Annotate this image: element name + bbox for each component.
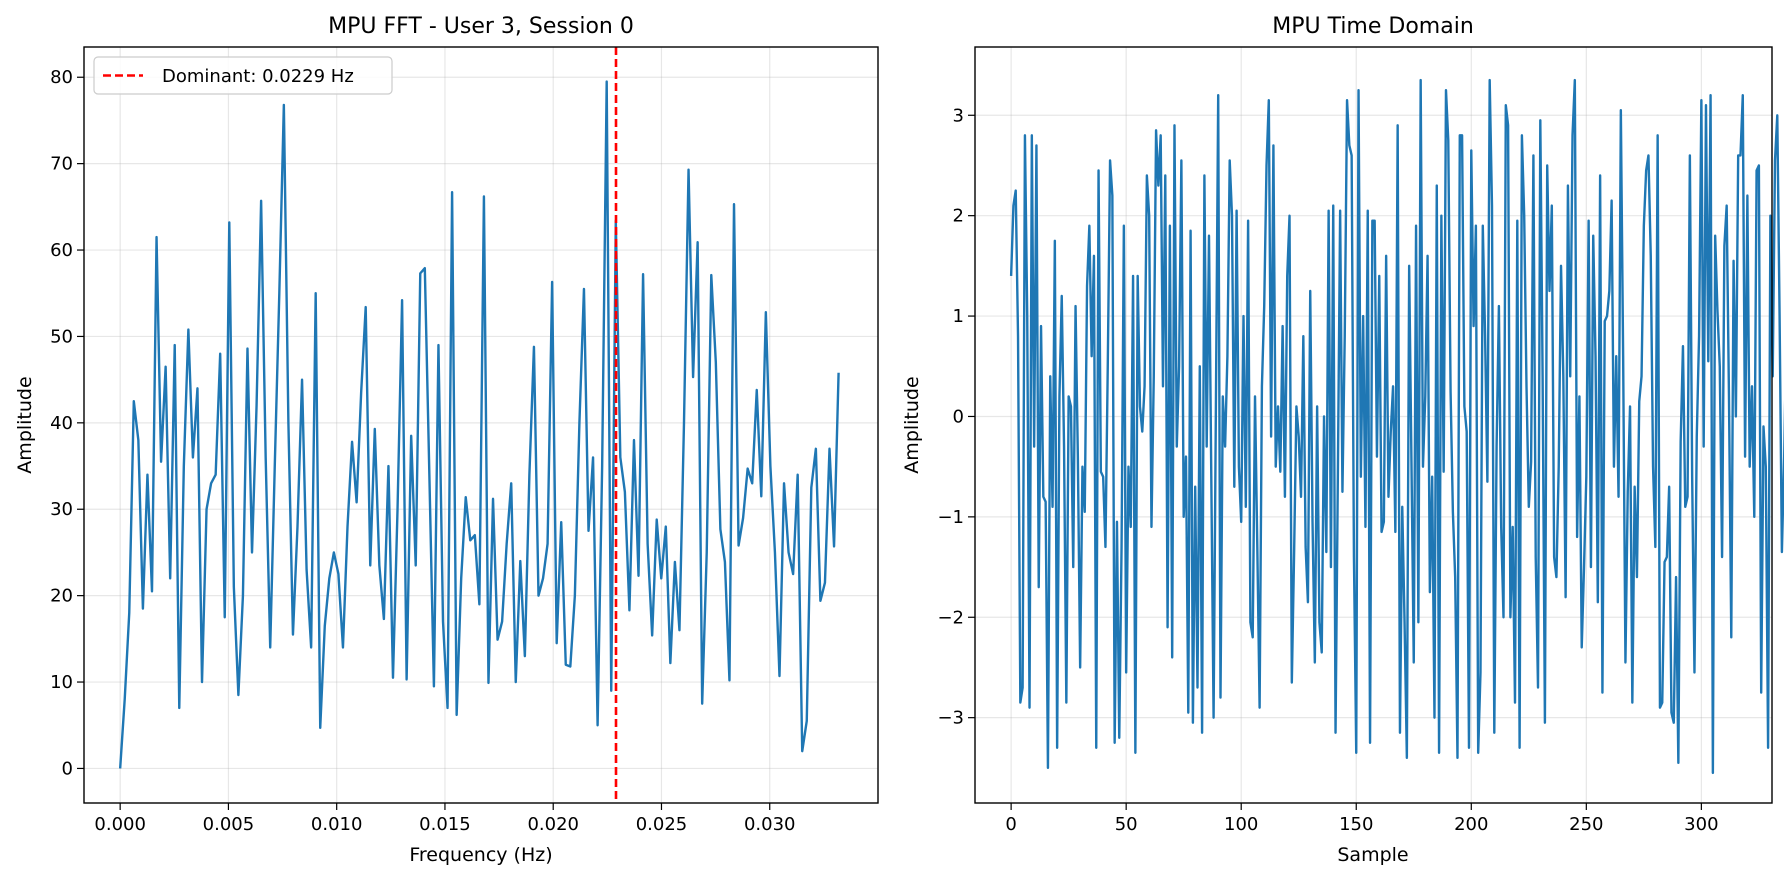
legend-label-dominant: Dominant: 0.0229 Hz	[162, 66, 354, 87]
x-tick-label: 300	[1684, 814, 1718, 835]
y-tick-label: 80	[50, 67, 73, 88]
fft-amplitude-line	[118, 80, 840, 769]
y-tick-label: 70	[50, 154, 73, 175]
time-domain-panel: MPU Time Domain 0 50 100 150 200 250 300 −3 −2 −1…	[901, 14, 1784, 866]
y-tick-label: 0	[953, 406, 964, 427]
fft-title: MPU FFT - User 3, Session 0	[328, 14, 634, 39]
time-title: MPU Time Domain	[1272, 14, 1474, 39]
x-tick-label: 250	[1569, 814, 1603, 835]
y-tick-label: 30	[50, 499, 73, 520]
fft-legend: Dominant: 0.0229 Hz	[93, 56, 393, 95]
time-xlabel: Sample	[1337, 844, 1408, 866]
x-tick-label: 0.000	[94, 814, 146, 835]
x-tick-label: 50	[1115, 814, 1138, 835]
fft-xlabel: Frequency (Hz)	[409, 844, 552, 866]
x-tick-label: 200	[1454, 814, 1488, 835]
x-tick-label: 0.025	[636, 814, 688, 835]
legend-box	[93, 56, 393, 95]
fft-ylabel: Amplitude	[14, 376, 36, 473]
y-tick-label: 10	[50, 672, 73, 693]
y-tick-label: 50	[50, 326, 73, 347]
y-tick-label: −2	[937, 607, 964, 628]
x-tick-label: 0	[1005, 814, 1016, 835]
time-domain-line	[1009, 78, 1784, 775]
x-tick-label: 0.030	[744, 814, 796, 835]
x-tick-label: 100	[1224, 814, 1258, 835]
time-axes-frame	[974, 46, 1773, 804]
time-series-group	[1009, 78, 1784, 775]
y-tick-label: −3	[937, 708, 964, 729]
y-tick-label: 60	[50, 240, 73, 261]
fft-axes-frame	[83, 46, 879, 804]
x-tick-label: 0.020	[527, 814, 579, 835]
y-tick-label: 3	[953, 105, 964, 126]
time-ylabel: Amplitude	[901, 376, 923, 473]
time-ticks: 0 50 100 150 200 250 300 −3 −2 −1 0 1 2 3	[937, 105, 1718, 835]
fft-series-group	[118, 47, 840, 803]
fft-panel: MPU FFT - User 3, Session 0 0.000 0.005 0.…	[14, 14, 879, 866]
y-tick-label: 0	[62, 758, 73, 779]
y-tick-label: 2	[953, 206, 964, 227]
y-tick-label: 1	[953, 306, 964, 327]
fft-ticks: 0.000 0.005 0.010 0.015 0.020 0.025 0.030 0 10 20…	[50, 67, 795, 835]
y-tick-label: 20	[50, 586, 73, 607]
x-tick-label: 0.005	[203, 814, 255, 835]
y-tick-label: −1	[937, 507, 964, 528]
x-tick-label: 0.010	[311, 814, 363, 835]
x-tick-label: 0.015	[419, 814, 471, 835]
x-tick-label: 150	[1339, 814, 1373, 835]
y-tick-label: 40	[50, 413, 73, 434]
